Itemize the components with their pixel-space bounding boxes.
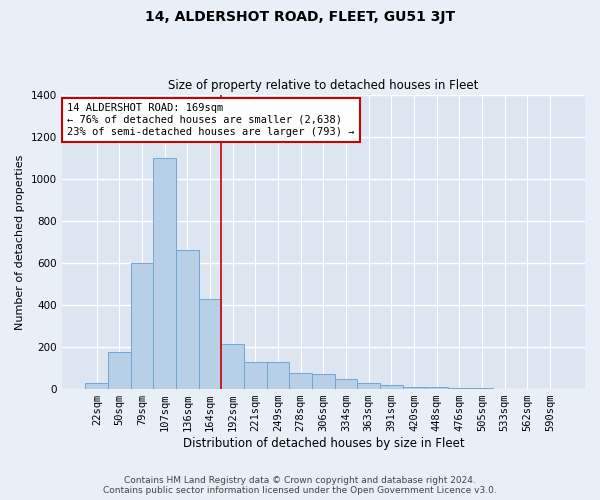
Bar <box>154 158 176 389</box>
Text: 14, ALDERSHOT ROAD, FLEET, GU51 3JT: 14, ALDERSHOT ROAD, FLEET, GU51 3JT <box>145 10 455 24</box>
Bar <box>403 387 425 389</box>
Y-axis label: Number of detached properties: Number of detached properties <box>15 154 25 330</box>
Bar <box>358 383 380 389</box>
Bar <box>425 388 448 389</box>
Bar <box>85 383 108 389</box>
Title: Size of property relative to detached houses in Fleet: Size of property relative to detached ho… <box>168 79 479 92</box>
Bar <box>244 362 266 389</box>
Bar <box>176 250 199 389</box>
Bar <box>266 362 289 389</box>
X-axis label: Distribution of detached houses by size in Fleet: Distribution of detached houses by size … <box>182 437 464 450</box>
Bar <box>199 298 221 389</box>
Bar <box>221 344 244 389</box>
Bar <box>289 374 312 389</box>
Bar <box>131 263 154 389</box>
Bar <box>470 388 493 389</box>
Bar <box>108 352 131 389</box>
Bar <box>312 374 335 389</box>
Bar <box>448 388 470 389</box>
Bar <box>380 386 403 389</box>
Text: Contains HM Land Registry data © Crown copyright and database right 2024.
Contai: Contains HM Land Registry data © Crown c… <box>103 476 497 495</box>
Text: 14 ALDERSHOT ROAD: 169sqm
← 76% of detached houses are smaller (2,638)
23% of se: 14 ALDERSHOT ROAD: 169sqm ← 76% of detac… <box>67 104 355 136</box>
Bar <box>335 379 358 389</box>
